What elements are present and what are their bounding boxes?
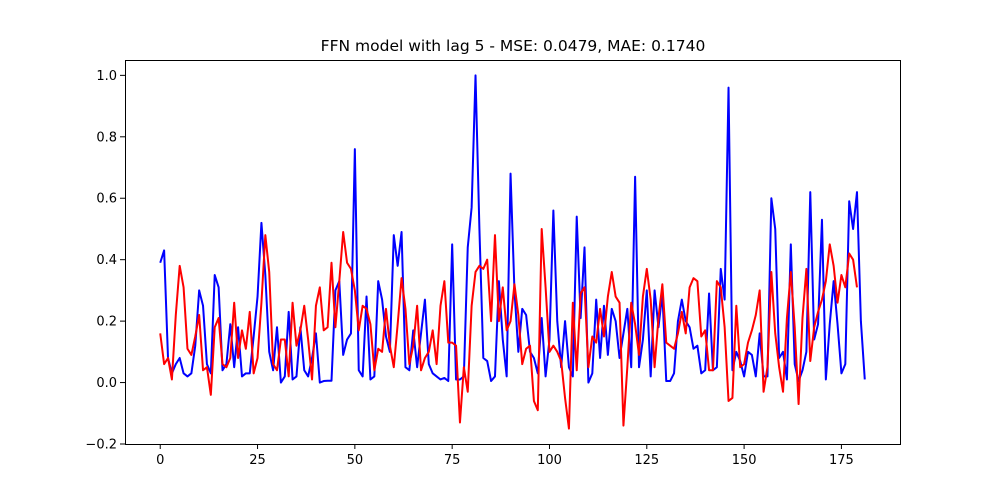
x-tick-label: 25 bbox=[249, 453, 266, 468]
y-axis: −0.2 0.0 0.2 0.4 0.6 0.8 1.0 bbox=[85, 69, 125, 453]
x-tick-label: 50 bbox=[347, 453, 364, 468]
y-tick-label: 0.4 bbox=[96, 253, 117, 268]
series-layer bbox=[159, 74, 866, 430]
y-tick-label: 0.2 bbox=[96, 315, 117, 330]
series-line-1 bbox=[159, 74, 866, 384]
y-tick-label: 0.0 bbox=[96, 376, 117, 391]
y-tick-label: 0.6 bbox=[96, 192, 117, 207]
y-tick-label: 1.0 bbox=[96, 69, 117, 84]
x-tick-label: 175 bbox=[829, 453, 854, 468]
y-tick-label: −0.2 bbox=[85, 438, 117, 453]
axes-frame bbox=[125, 60, 901, 445]
series-line-2 bbox=[159, 227, 858, 430]
x-tick-label: 100 bbox=[537, 453, 562, 468]
y-tick-label: 0.8 bbox=[96, 130, 117, 145]
x-axis: 0 25 50 75 100 125 150 175 bbox=[156, 444, 854, 468]
x-tick-label: 125 bbox=[634, 453, 659, 468]
x-tick-label: 75 bbox=[444, 453, 461, 468]
x-tick-label: 0 bbox=[156, 453, 164, 468]
chart-title: FFN model with lag 5 - MSE: 0.0479, MAE:… bbox=[321, 37, 706, 55]
x-tick-label: 150 bbox=[732, 453, 757, 468]
